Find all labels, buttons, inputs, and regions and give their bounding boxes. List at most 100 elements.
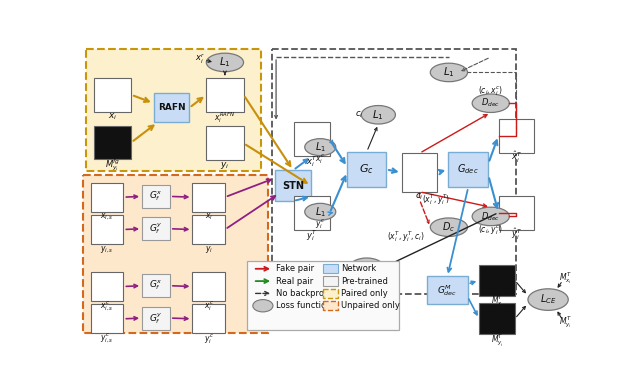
Bar — [428, 276, 467, 304]
Text: $G_{dec}$: $G_{dec}$ — [458, 163, 479, 176]
Text: $M_{y_i}^{fg}$: $M_{y_i}^{fg}$ — [105, 157, 120, 172]
Text: $G_f^y$: $G_f^y$ — [149, 311, 163, 326]
Text: $x_i^{RAFN}$: $x_i^{RAFN}$ — [214, 110, 236, 125]
Bar — [142, 185, 170, 208]
Bar — [193, 215, 225, 244]
Ellipse shape — [305, 139, 336, 156]
Ellipse shape — [430, 63, 467, 81]
Text: $y_i^T$: $y_i^T$ — [306, 228, 317, 243]
Text: $D_c$: $D_c$ — [442, 220, 456, 234]
Text: Network: Network — [341, 264, 376, 273]
Text: No backprop: No backprop — [276, 289, 330, 298]
Text: Real pair: Real pair — [276, 277, 314, 286]
Bar — [86, 49, 261, 171]
Text: $L_1$: $L_1$ — [219, 55, 231, 69]
Bar — [323, 289, 338, 298]
Text: $x_{i,s}^c$: $x_{i,s}^c$ — [100, 300, 114, 313]
Bar — [94, 78, 131, 112]
Text: $x_{i,s}$: $x_{i,s}$ — [100, 212, 114, 222]
Bar — [294, 196, 330, 230]
Text: $\hat{M}_{x_i}^T$: $\hat{M}_{x_i}^T$ — [490, 292, 504, 310]
Bar — [323, 301, 338, 310]
Bar — [479, 304, 515, 334]
Bar — [246, 261, 399, 330]
Ellipse shape — [253, 299, 273, 312]
Text: $x_i^c$: $x_i^c$ — [204, 300, 214, 313]
Text: Pre-trained: Pre-trained — [341, 277, 388, 286]
Bar — [91, 304, 124, 334]
Text: $x_i^c$: $x_i^c$ — [316, 153, 325, 166]
Text: $y_i^c$: $y_i^c$ — [204, 332, 214, 346]
Bar — [142, 217, 170, 240]
Text: RAFN: RAFN — [157, 103, 185, 112]
Text: $(x_i^T, y_i^T, c_i)$: $(x_i^T, y_i^T, c_i)$ — [387, 229, 424, 244]
Ellipse shape — [528, 289, 568, 310]
Text: $\hat{y}_i^T$: $\hat{y}_i^T$ — [511, 227, 522, 243]
Text: $L_1$: $L_1$ — [315, 140, 326, 154]
Text: $G_f^x$: $G_f^x$ — [149, 279, 163, 293]
Bar — [91, 215, 124, 244]
Text: $G_c$: $G_c$ — [360, 163, 374, 176]
Text: $D_{dec}$: $D_{dec}$ — [481, 210, 500, 223]
Ellipse shape — [305, 203, 336, 220]
Bar — [154, 93, 189, 122]
Text: $\hat{M}_{y_i}^T$: $\hat{M}_{y_i}^T$ — [490, 331, 504, 348]
Ellipse shape — [349, 258, 384, 276]
Text: $c_i$: $c_i$ — [415, 192, 424, 202]
Text: $G_f^x$: $G_f^x$ — [149, 190, 163, 203]
Ellipse shape — [430, 218, 467, 236]
Bar — [499, 119, 534, 152]
Text: $L_1$: $L_1$ — [443, 66, 455, 79]
Bar — [206, 78, 244, 112]
Text: $x_i^T$: $x_i^T$ — [306, 154, 317, 169]
Bar — [206, 126, 244, 160]
Bar — [294, 122, 330, 157]
Bar — [193, 272, 225, 301]
Text: $(x_i^T, y_i^T)$: $(x_i^T, y_i^T)$ — [422, 192, 451, 207]
Text: $x_i$: $x_i$ — [205, 212, 212, 222]
Bar — [479, 265, 515, 296]
Bar — [83, 175, 268, 334]
Text: $y_i$: $y_i$ — [220, 160, 230, 171]
Bar — [193, 183, 225, 212]
Text: $y_i$: $y_i$ — [205, 244, 212, 255]
Bar — [348, 152, 386, 187]
Text: $c_i$: $c_i$ — [355, 110, 363, 120]
Bar — [91, 183, 124, 212]
Text: $(c_i, x_i^c)$: $(c_i, x_i^c)$ — [478, 84, 504, 98]
Bar — [272, 49, 516, 294]
Text: Loss function: Loss function — [276, 301, 332, 310]
Bar — [91, 272, 124, 301]
Text: $G_f^y$: $G_f^y$ — [149, 221, 163, 236]
Bar — [448, 152, 488, 187]
Ellipse shape — [472, 94, 509, 113]
Bar — [193, 304, 225, 334]
Bar — [323, 276, 338, 286]
Text: $L_1$: $L_1$ — [361, 260, 372, 274]
Text: $y_i^c$: $y_i^c$ — [316, 218, 325, 231]
Bar — [142, 274, 170, 297]
Text: $(c_i, y_i^c)$: $(c_i, y_i^c)$ — [478, 224, 504, 237]
Text: Fake pair: Fake pair — [276, 264, 314, 273]
Bar — [323, 264, 338, 273]
Text: $L_1$: $L_1$ — [315, 205, 326, 219]
Text: $M_{x_i}^T$: $M_{x_i}^T$ — [559, 270, 572, 286]
Text: $M_{y_i}^T$: $M_{y_i}^T$ — [559, 315, 572, 330]
Text: STN: STN — [282, 181, 304, 191]
Text: $L_{CE}$: $L_{CE}$ — [540, 293, 556, 307]
Text: $D_{dec}$: $D_{dec}$ — [481, 97, 500, 110]
Bar — [94, 125, 131, 160]
Text: $x_i^r$: $x_i^r$ — [195, 52, 205, 66]
Ellipse shape — [362, 105, 396, 124]
Ellipse shape — [472, 207, 509, 226]
Bar — [402, 153, 437, 192]
Ellipse shape — [206, 53, 244, 72]
Bar — [275, 170, 311, 201]
Text: $y_{i,s}$: $y_{i,s}$ — [100, 244, 114, 255]
Text: Unpaired only: Unpaired only — [341, 301, 400, 310]
Text: $y_{i,s}^c$: $y_{i,s}^c$ — [100, 332, 114, 346]
Text: Paired only: Paired only — [341, 289, 388, 298]
Text: $G_{dec}^M$: $G_{dec}^M$ — [437, 283, 458, 298]
Text: $x_i$: $x_i$ — [108, 112, 117, 122]
Text: $\hat{x}_i^T$: $\hat{x}_i^T$ — [511, 150, 522, 165]
